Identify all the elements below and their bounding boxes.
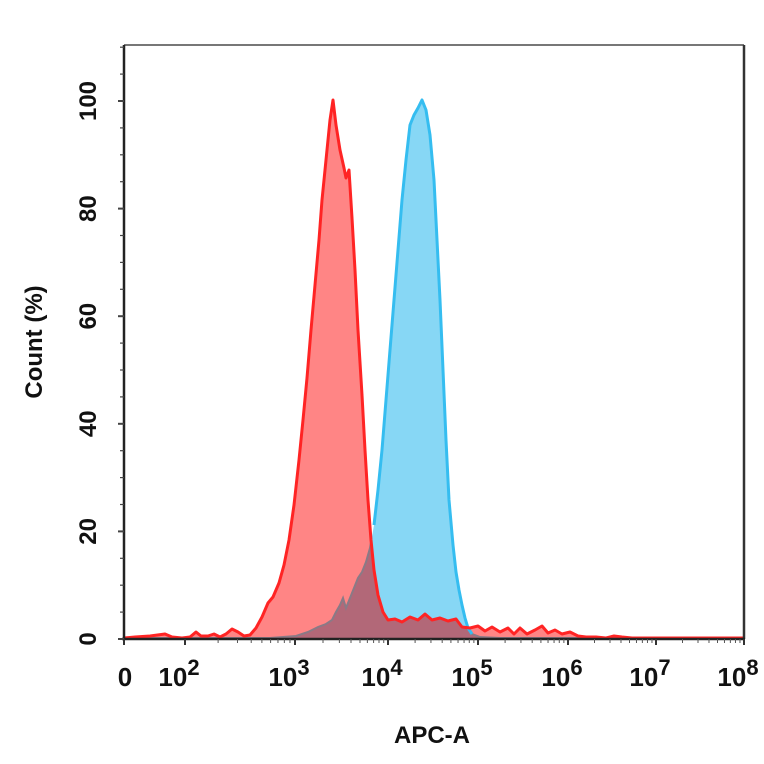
y-tick-label: 40 [75, 410, 102, 437]
y-tick-label: 80 [75, 195, 102, 222]
y-axis-title: Count (%) [21, 285, 48, 398]
plot-area [124, 98, 744, 639]
x-axis-title: APC-A [394, 722, 470, 749]
x-tick-label: 0 [118, 662, 132, 692]
x-tick-label: 103 [268, 655, 309, 692]
y-tick-label: 20 [75, 518, 102, 545]
blue-histogram-line [372, 98, 474, 635]
x-tick-label: 107 [629, 655, 670, 692]
x-axis-ticks: 0 102 103 104 105 106 107 108 [118, 639, 759, 692]
x-tick-label: 105 [451, 655, 492, 692]
y-tick-label: 100 [75, 81, 102, 121]
x-tick-label: 106 [541, 655, 582, 692]
x-tick-label: 102 [158, 655, 199, 692]
red-histogram-line [124, 98, 744, 639]
y-axis-ticks: 0 20 40 60 80 100 [75, 46, 124, 646]
y-tick-label: 60 [75, 303, 102, 330]
y-tick-label: 0 [75, 632, 102, 645]
x-tick-label: 104 [361, 655, 403, 692]
x-tick-label: 108 [717, 655, 758, 692]
blue-histogram-fill [124, 100, 744, 639]
